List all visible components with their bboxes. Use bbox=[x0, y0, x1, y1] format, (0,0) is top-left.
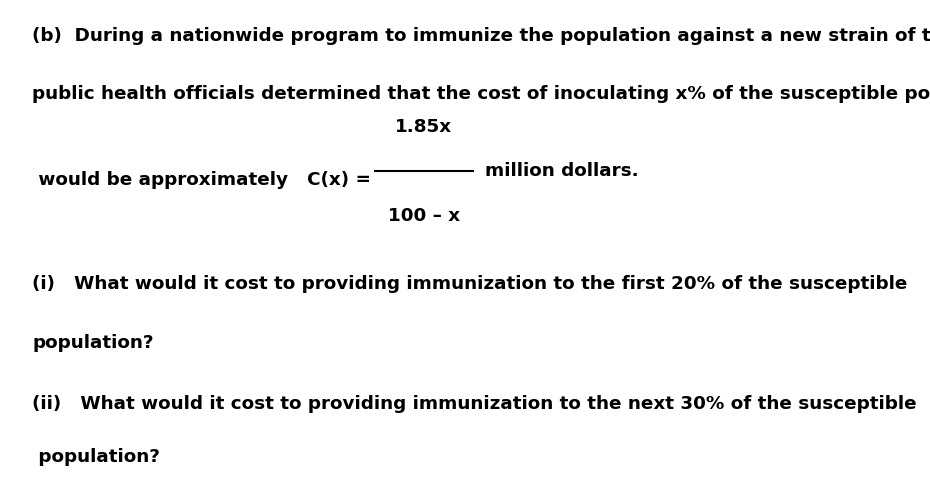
Text: (i)   What would it cost to providing immunization to the first 20% of the susce: (i) What would it cost to providing immu… bbox=[32, 275, 908, 293]
Text: 100 – x: 100 – x bbox=[388, 207, 460, 225]
Text: million dollars.: million dollars. bbox=[485, 162, 639, 179]
Text: would be approximately   C(x) =: would be approximately C(x) = bbox=[32, 170, 371, 188]
Text: 1.85x: 1.85x bbox=[395, 117, 453, 136]
Text: population?: population? bbox=[32, 334, 153, 352]
Text: (ii)   What would it cost to providing immunization to the next 30% of the susce: (ii) What would it cost to providing imm… bbox=[32, 395, 917, 413]
Text: population?: population? bbox=[32, 448, 160, 466]
Text: (b)  During a nationwide program to immunize the population against a new strain: (b) During a nationwide program to immun… bbox=[32, 27, 930, 45]
Text: public health officials determined that the cost of inoculating x% of the suscep: public health officials determined that … bbox=[32, 85, 930, 103]
